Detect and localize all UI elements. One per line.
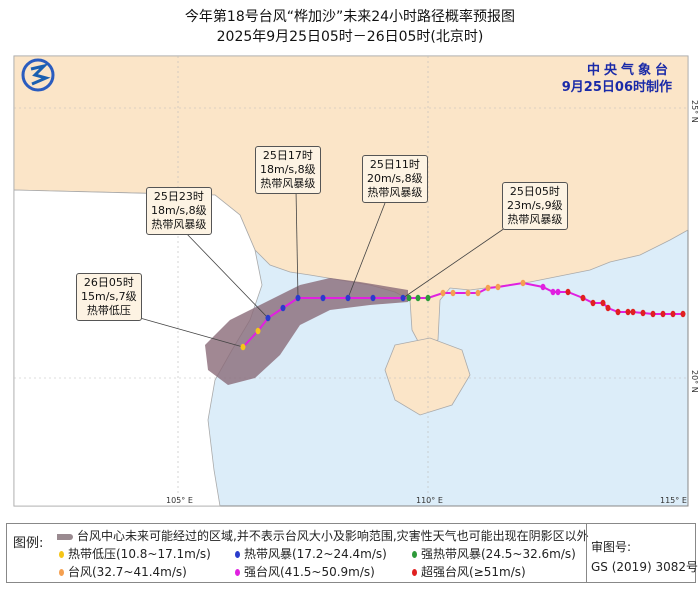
- track-point: [580, 294, 586, 302]
- legend-label: 图例:: [13, 536, 44, 551]
- track-point: [450, 289, 456, 297]
- track-point: [520, 279, 526, 287]
- lat-label: 20° N: [690, 370, 699, 393]
- legend-item: 热带风暴(17.2~24.4m/s): [235, 545, 387, 562]
- review-label: 审图号:: [591, 540, 632, 554]
- superty-dot-icon: [412, 569, 417, 576]
- track-point: [660, 310, 666, 318]
- track-point: [495, 283, 501, 291]
- callout-25-05: 25日05时 23m/s,9级 热带风暴级: [502, 182, 568, 230]
- track-point: [590, 299, 596, 307]
- track-point: [680, 310, 686, 318]
- callout-25-23: 25日23时 18m/s,8级 热带风暴级: [146, 187, 212, 235]
- track-point: [406, 294, 412, 302]
- callout-leaders: [139, 189, 506, 348]
- agency-name: 中央气象台: [586, 63, 672, 78]
- track-point: [280, 304, 286, 312]
- track-point: [550, 288, 556, 296]
- lon-label: 110° E: [416, 496, 443, 505]
- track-point: [345, 294, 351, 302]
- track-point: [370, 294, 376, 302]
- probability-cone: [205, 278, 408, 385]
- sts-dot-icon: [412, 551, 417, 558]
- legend-cone: 台风中心未来可能经过的区域,并不表示台风大小及影响范围,灾害性天气也可能出现在阴…: [57, 527, 589, 544]
- td-dot-icon: [59, 551, 64, 558]
- track-point: [415, 294, 421, 302]
- track-point: [475, 289, 481, 297]
- track-point: [320, 294, 326, 302]
- track-point: [615, 308, 621, 316]
- track-point: [670, 310, 676, 318]
- track-point: [465, 289, 471, 297]
- track-point: [440, 289, 446, 297]
- callout-26-05: 26日05时 15m/s,7级 热带低压: [76, 273, 142, 321]
- legend-item: 热带低压(10.8~17.1m/s): [59, 545, 211, 562]
- legend-item: 超强台风(≥51m/s): [412, 563, 526, 580]
- track-point: [630, 308, 636, 316]
- track-point: [295, 294, 301, 302]
- review-number-box: 审图号: GS (2019) 3082号: [586, 523, 698, 583]
- lon-label: 115° E: [660, 496, 687, 505]
- sty-dot-icon: [235, 569, 240, 576]
- lon-label: 105° E: [166, 496, 193, 505]
- track-point: [425, 294, 431, 302]
- track-point: [265, 314, 271, 322]
- callout-25-11: 25日11时 20m/s,8级 热带风暴级: [362, 155, 428, 203]
- track-point: [240, 343, 246, 351]
- cone-icon: [57, 533, 73, 540]
- track-point: [400, 294, 406, 302]
- track-point: [605, 304, 611, 312]
- map-title: 今年第18号台风“桦加沙”未来24小时路径概率预报图: [184, 9, 516, 25]
- issue-time: 9月25日06时制作: [561, 80, 672, 95]
- legend-item: 强台风(41.5~50.9m/s): [235, 563, 375, 580]
- track-point: [600, 299, 606, 307]
- ts-dot-icon: [235, 551, 240, 558]
- legend: 图例: 台风中心未来可能经过的区域,并不表示台风大小及影响范围,灾害性天气也可能…: [6, 523, 589, 583]
- lat-label: 25° N: [690, 100, 699, 123]
- review-number: GS (2019) 3082号: [591, 560, 698, 574]
- land-hainan: [384, 337, 471, 416]
- track-point: [650, 310, 656, 318]
- track-point: [255, 327, 261, 335]
- ty-dot-icon: [59, 569, 64, 576]
- legend-item: 台风(32.7~41.4m/s): [59, 563, 187, 580]
- track-point: [625, 308, 631, 316]
- cma-logo: [21, 58, 55, 92]
- track-point: [640, 309, 646, 317]
- legend-item: 强热带风暴(24.5~32.6m/s): [412, 545, 576, 562]
- track-point: [540, 283, 546, 291]
- track-point: [565, 288, 571, 296]
- track-point: [555, 288, 561, 296]
- callout-25-17: 25日17时 18m/s,8级 热带风暴级: [255, 146, 321, 194]
- map-subtitle: 2025年9月25日05时－26日05时(北京时): [216, 29, 484, 45]
- agency-stamp: 中央气象台 9月25日06时制作: [562, 62, 672, 96]
- track-point: [485, 284, 491, 292]
